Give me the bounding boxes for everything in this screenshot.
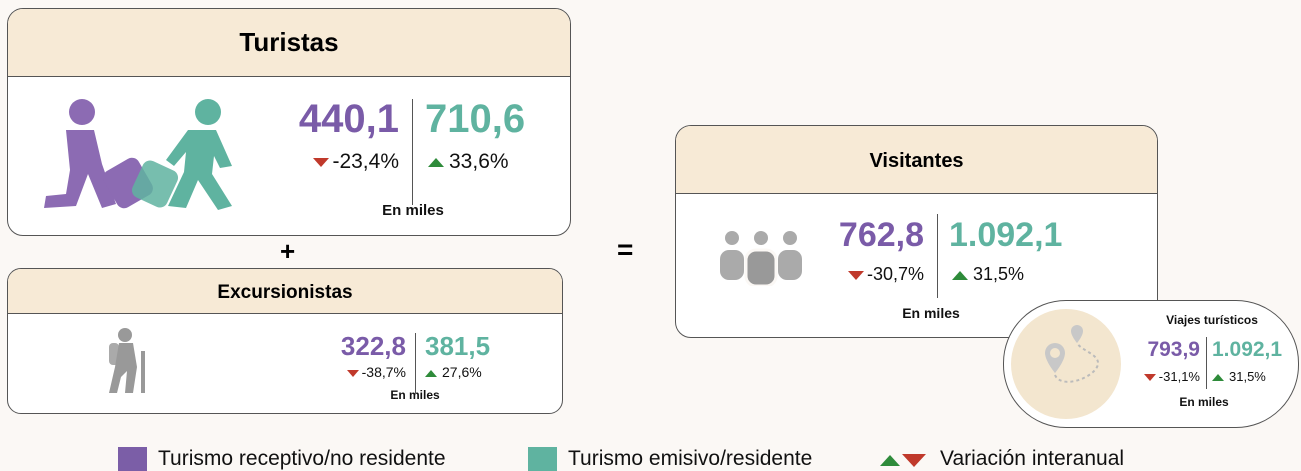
- legend-swatch: [528, 447, 557, 471]
- divider: [1206, 337, 1207, 389]
- card-title: Excursionistas: [8, 269, 562, 314]
- hiker-icon: [109, 328, 145, 393]
- down-arrow: [346, 369, 359, 377]
- value-emisivo: 381,5: [425, 331, 491, 361]
- route-icon: [1011, 309, 1121, 419]
- variation-emisivo: 31,5%: [952, 264, 1024, 285]
- variation-text: -23,4%: [332, 150, 399, 173]
- variation-emisivo: 27,6%: [425, 364, 482, 380]
- value-receptivo: 440,1: [298, 97, 399, 141]
- variation-text: -31,1%: [1158, 369, 1200, 384]
- value-emisivo: 1.092,1: [1212, 338, 1283, 361]
- card-title: Turistas: [8, 9, 570, 77]
- legend-arrows: [880, 452, 929, 470]
- plus-sign: +: [280, 236, 296, 266]
- unit-label: En miles: [1179, 395, 1229, 409]
- down-arrow: [1143, 374, 1156, 382]
- legend-label: Variación interanual: [940, 447, 1125, 470]
- variation-emisivo: 31,5%: [1212, 369, 1266, 384]
- up-arrow: [880, 455, 900, 467]
- value-emisivo: 1.092,1: [949, 216, 1063, 254]
- up-arrow: [425, 369, 437, 377]
- equals-sign: =: [617, 234, 634, 265]
- variation-receptivo: -31,1%: [1114, 369, 1200, 384]
- visitantes-card: Visitantes 762,8 1.092,1 -30,7% 31,5% En…: [675, 125, 1158, 338]
- unit-label: En miles: [902, 305, 960, 321]
- down-arrow: [847, 270, 864, 280]
- variation-receptivo: -23,4%: [258, 150, 399, 174]
- up-arrow: [1212, 374, 1224, 382]
- legend-label: Turismo receptivo/no residente: [158, 447, 446, 470]
- group-icon: [720, 231, 802, 286]
- card-title: Visitantes: [676, 126, 1157, 194]
- variation-text: 27,6%: [442, 364, 482, 380]
- divider: [937, 214, 938, 298]
- excursionistas-card: Excursionistas 322,8 381,5 -38,7% 27,6% …: [7, 268, 563, 414]
- legend-swatch: [118, 447, 147, 471]
- travellers-icon: [44, 99, 232, 210]
- variation-text: -38,7%: [361, 364, 406, 380]
- card-title: Viajes turísticos: [1166, 313, 1258, 327]
- value-emisivo: 710,6: [425, 97, 526, 141]
- variation-text: 33,6%: [449, 150, 509, 173]
- up-arrow: [952, 270, 968, 280]
- unit-label: En miles: [390, 388, 440, 402]
- unit-label: En miles: [382, 202, 444, 219]
- variation-receptivo: -38,7%: [308, 364, 406, 380]
- viajes-card: Viajes turísticos 793,9 1.092,1 -31,1% 3…: [1003, 300, 1299, 428]
- turistas-card: Turistas 440,1 710,6 -23,4% 33,6% En mil…: [7, 8, 571, 236]
- value-receptivo: 762,8: [838, 216, 924, 254]
- value-receptivo: 322,8: [340, 331, 406, 361]
- variation-receptivo: -30,7%: [816, 264, 924, 285]
- variation-text: -30,7%: [866, 264, 924, 284]
- value-receptivo: 793,9: [1147, 338, 1200, 361]
- legend-label: Turismo emisivo/residente: [568, 447, 813, 470]
- up-arrow: [428, 157, 444, 167]
- variation-text: 31,5%: [973, 264, 1025, 284]
- variation-text: 31,5%: [1229, 369, 1266, 384]
- variation-emisivo: 33,6%: [428, 150, 509, 174]
- down-arrow: [902, 454, 926, 468]
- divider: [412, 99, 413, 205]
- down-arrow: [313, 157, 330, 167]
- divider: [415, 333, 416, 393]
